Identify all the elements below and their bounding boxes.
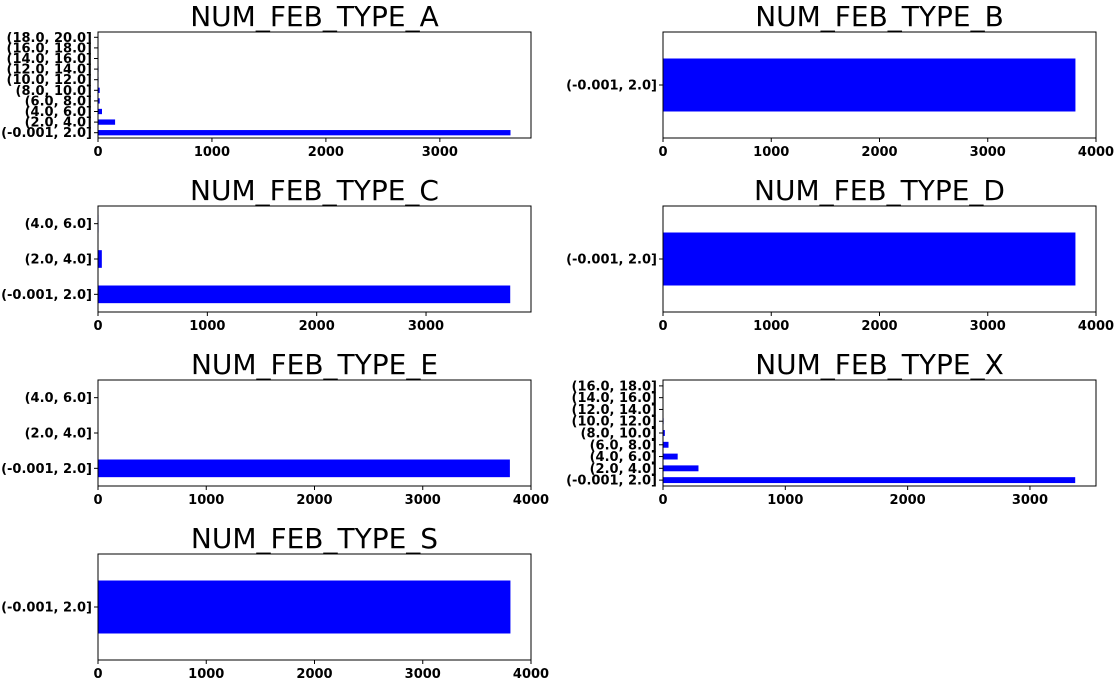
y-tick-label: (4.0, 6.0] — [590, 450, 657, 465]
x-tick-label: 1000 — [188, 493, 224, 508]
chart-title: NUM_FEB_TYPE_S — [191, 522, 438, 555]
x-tick-label: 1000 — [188, 667, 224, 682]
y-tick-label: (-0.001, 2.0] — [1, 462, 92, 477]
x-tick-label: 3000 — [408, 319, 444, 334]
y-tick-label: (10.0, 12.0] — [7, 73, 93, 88]
y-tick-label: (14.0, 16.0] — [7, 52, 93, 67]
y-tick-label: (-0.001, 2.0] — [1, 126, 92, 141]
x-tick-label: 3000 — [970, 145, 1006, 160]
chart-panel: (-0.001, 2.0] 0 1000 2000 3000 4000 NUM_FEB_TY… — [1, 522, 549, 682]
y-tick-label: (10.0, 12.0] — [572, 415, 658, 430]
x-tick-label: 4000 — [513, 667, 549, 682]
bar — [98, 580, 511, 634]
y-tick-label: (-0.001, 2.0] — [566, 253, 657, 268]
axes-frame — [97, 31, 532, 139]
x-tick-label: 0 — [658, 319, 667, 334]
chart-title: NUM_FEB_TYPE_B — [755, 0, 1004, 33]
chart-title: NUM_FEB_TYPE_D — [754, 174, 1005, 207]
x-tick-label: 3000 — [1012, 493, 1048, 508]
chart-title: NUM_FEB_TYPE_C — [190, 174, 439, 207]
y-tick-label: (18.0, 20.0] — [7, 31, 93, 46]
x-tick-label: 0 — [93, 319, 102, 334]
y-tick-label: (-0.001, 2.0] — [566, 79, 657, 94]
y-tick-label: (-0.001, 2.0] — [1, 288, 92, 303]
bar — [98, 285, 511, 304]
y-tick-label: (16.0, 18.0] — [7, 41, 93, 56]
chart-panel: (-0.001, 2.0](2.0, 4.0](4.0, 6.0](6.0, 8… — [1, 0, 532, 160]
bar — [663, 232, 1076, 286]
y-tick-label: (2.0, 4.0] — [25, 253, 92, 268]
x-tick-label: 1000 — [767, 493, 803, 508]
x-tick-label: 2000 — [296, 493, 332, 508]
axes-frame — [662, 379, 1097, 487]
y-tick-label: (12.0, 14.0] — [572, 403, 658, 418]
y-tick-label: (8.0, 10.0] — [581, 427, 657, 442]
y-tick-label: (14.0, 16.0] — [572, 391, 658, 406]
x-tick-label: 3000 — [422, 145, 458, 160]
bar — [98, 108, 102, 115]
y-tick-label: (4.0, 6.0] — [25, 217, 92, 232]
bar — [98, 98, 100, 104]
x-tick-label: 2000 — [308, 145, 344, 160]
x-tick-label: 1000 — [189, 319, 225, 334]
bar — [98, 87, 100, 93]
bar — [98, 459, 510, 478]
x-tick-label: 1000 — [753, 319, 789, 334]
bar — [98, 130, 511, 136]
x-tick-label: 2000 — [861, 145, 897, 160]
x-tick-label: 2000 — [861, 319, 897, 334]
y-tick-label: (6.0, 8.0] — [590, 438, 657, 453]
bar — [98, 119, 116, 125]
bar — [663, 430, 665, 436]
y-tick-label: (16.0, 18.0] — [572, 379, 658, 394]
bar — [98, 250, 102, 268]
chart-panel: (-0.001, 2.0] (2.0, 4.0] (4.0, 6.0] 0 1000 20… — [1, 348, 549, 508]
x-tick-label: 3000 — [405, 493, 441, 508]
x-tick-label: 2000 — [296, 667, 332, 682]
x-tick-label: 3000 — [405, 667, 441, 682]
bar — [663, 453, 678, 460]
bar — [663, 477, 1076, 484]
x-tick-label: 1000 — [194, 145, 230, 160]
chart-panel: (-0.001, 2.0] 0 1000 2000 3000 4000 NUM_FEB_TY… — [566, 174, 1114, 334]
bar — [663, 58, 1076, 112]
y-tick-label: (8.0, 10.0] — [16, 84, 92, 99]
x-tick-label: 0 — [93, 667, 102, 682]
chart-title: NUM_FEB_TYPE_E — [191, 348, 438, 381]
bar — [663, 441, 669, 448]
y-tick-label: (12.0, 14.0] — [7, 63, 93, 78]
chart-panel: (-0.001, 2.0] 0 1000 2000 3000 4000 NUM_FEB_TY… — [566, 0, 1114, 160]
y-tick-label: (4.0, 6.0] — [25, 105, 92, 120]
x-tick-label: 0 — [658, 145, 667, 160]
x-tick-label: 2000 — [299, 319, 335, 334]
chart-panel: (-0.001, 2.0] (2.0, 4.0] (4.0, 6.0] 0 1000 20… — [1, 174, 532, 334]
y-tick-label: (6.0, 8.0] — [25, 94, 92, 109]
x-tick-label: 0 — [93, 493, 102, 508]
x-tick-label: 3000 — [970, 319, 1006, 334]
x-tick-label: 0 — [93, 145, 102, 160]
x-tick-label: 4000 — [1078, 319, 1114, 334]
y-tick-label: (4.0, 6.0] — [25, 391, 92, 406]
y-tick-label: (2.0, 4.0] — [590, 462, 657, 477]
y-tick-label: (2.0, 4.0] — [25, 427, 92, 442]
x-tick-label: 4000 — [1078, 145, 1114, 160]
chart-title: NUM_FEB_TYPE_A — [190, 0, 439, 33]
x-tick-label: 0 — [658, 493, 667, 508]
chart-title: NUM_FEB_TYPE_X — [755, 348, 1004, 381]
x-tick-label: 1000 — [753, 145, 789, 160]
y-tick-label: (-0.001, 2.0] — [566, 474, 657, 489]
y-tick-label: (2.0, 4.0] — [25, 116, 92, 131]
chart-panel: (-0.001, 2.0](2.0, 4.0](4.0, 6.0](6.0, 8… — [566, 348, 1097, 508]
x-tick-label: 2000 — [890, 493, 926, 508]
bar — [663, 465, 699, 472]
x-tick-label: 4000 — [513, 493, 549, 508]
y-tick-label: (-0.001, 2.0] — [1, 601, 92, 616]
